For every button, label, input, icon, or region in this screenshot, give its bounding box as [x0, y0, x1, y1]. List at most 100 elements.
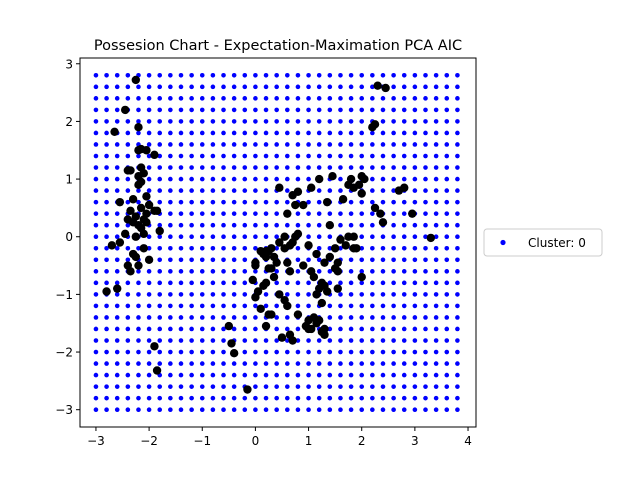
grid-point [433, 269, 439, 274]
grid-point [455, 84, 460, 90]
grid-point [433, 315, 439, 320]
grid-point [114, 315, 120, 320]
data-point [333, 258, 342, 267]
grid-point [136, 395, 141, 401]
grid-point [455, 130, 460, 136]
grid-point [199, 153, 205, 159]
grid-point [136, 280, 141, 286]
grid-point [401, 211, 407, 216]
grid-point [380, 395, 386, 401]
data-point [115, 197, 125, 207]
grid-point [306, 257, 311, 263]
data-point [152, 206, 162, 215]
grid-point [359, 395, 365, 401]
grid-point [189, 245, 194, 251]
grid-point [125, 303, 131, 309]
data-point [293, 310, 303, 319]
data-point [373, 81, 382, 90]
grid-point [168, 119, 173, 124]
grid-point [125, 245, 131, 251]
grid-point [412, 292, 418, 297]
grid-point [370, 222, 375, 228]
grid-point [380, 257, 386, 263]
grid-point [327, 395, 333, 401]
grid-point [423, 361, 428, 366]
grid-point [146, 234, 152, 240]
grid-point [189, 384, 194, 389]
grid-point [359, 119, 365, 124]
grid-point [433, 384, 439, 389]
grid-point [327, 84, 333, 90]
grid-point [359, 130, 365, 136]
data-point [336, 235, 345, 244]
grid-point [306, 372, 311, 378]
grid-point [125, 199, 131, 205]
grid-point [306, 107, 311, 113]
grid-point [306, 234, 311, 240]
grid-point [412, 384, 418, 389]
grid-point [157, 326, 163, 332]
grid-point [412, 326, 418, 332]
grid-point [359, 326, 365, 332]
grid-point [114, 211, 120, 216]
grid-point [274, 303, 279, 309]
grid-point [210, 372, 216, 378]
grid-point [348, 107, 354, 113]
data-point [275, 183, 284, 192]
grid-point [455, 73, 460, 78]
grid-point [93, 153, 99, 159]
grid-point [295, 107, 301, 113]
data-point [285, 330, 295, 339]
grid-point [242, 84, 248, 90]
grid-point [380, 96, 386, 101]
grid-point [114, 119, 120, 124]
grid-point [370, 280, 375, 286]
grid-point [295, 153, 301, 159]
grid-point [348, 349, 354, 355]
grid-point [263, 303, 269, 309]
grid-point [168, 188, 173, 193]
grid-point [104, 222, 109, 228]
y-tick-label: 2 [65, 115, 73, 129]
grid-point [423, 338, 428, 343]
grid-point [380, 384, 386, 389]
grid-point [306, 384, 311, 389]
grid-point [338, 349, 343, 355]
data-point [269, 272, 279, 282]
grid-point [285, 96, 290, 101]
grid-point [327, 188, 333, 193]
grid-point [178, 245, 184, 251]
grid-point [210, 222, 216, 228]
grid-point [338, 73, 343, 78]
grid-point [146, 96, 152, 101]
grid-point [412, 176, 418, 182]
data-point [283, 258, 292, 267]
grid-point [114, 142, 120, 147]
grid-point [306, 142, 311, 147]
grid-point [125, 292, 131, 297]
grid-point [327, 119, 333, 124]
grid-point [316, 395, 322, 401]
data-point [142, 192, 151, 201]
grid-point [114, 176, 120, 182]
grid-point [348, 315, 354, 320]
grid-point [348, 222, 354, 228]
grid-point [221, 384, 226, 389]
grid-point [444, 199, 450, 205]
grid-point [136, 326, 141, 332]
grid-point [189, 84, 194, 90]
grid-point [210, 315, 216, 320]
grid-point [423, 407, 428, 413]
grid-point [380, 142, 386, 147]
grid-point [242, 349, 248, 355]
grid-point [423, 349, 428, 355]
grid-point [125, 257, 131, 263]
grid-point [125, 326, 131, 332]
grid-point [338, 280, 343, 286]
grid-point [455, 176, 460, 182]
grid-point [444, 303, 450, 309]
grid-point [199, 257, 205, 263]
grid-point [178, 338, 184, 343]
grid-point [263, 153, 269, 159]
